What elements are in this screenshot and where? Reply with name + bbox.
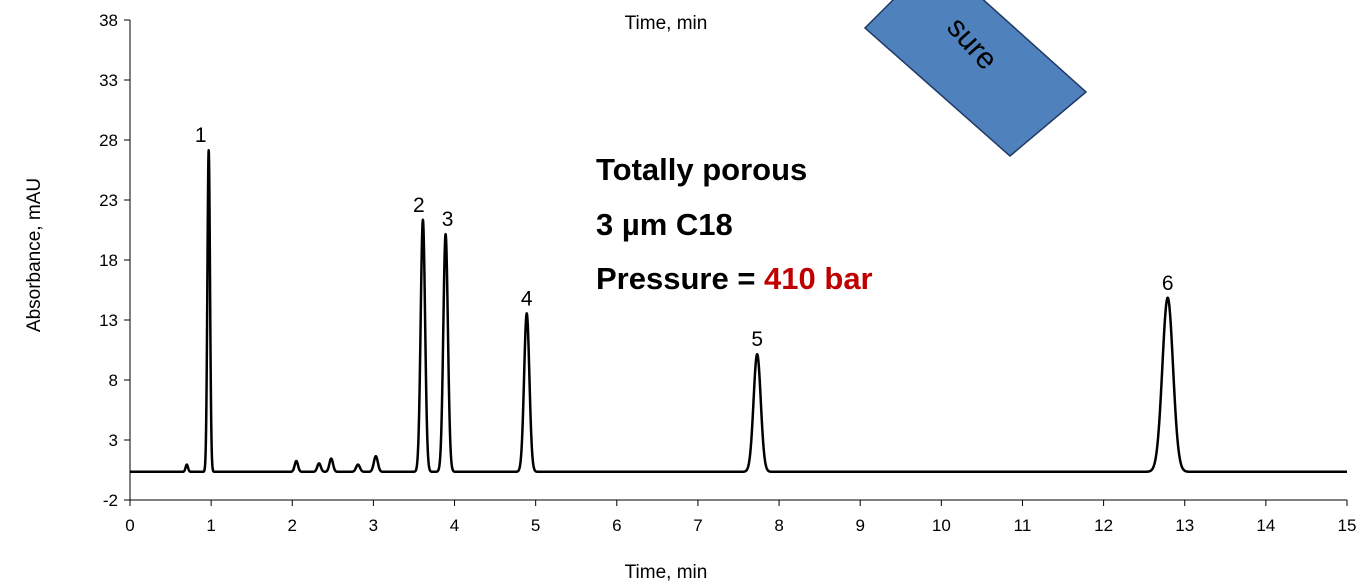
y-tick-label: 18 (99, 251, 118, 270)
pressure-prefix: Pressure = (596, 261, 764, 296)
x-tick-label: 0 (125, 516, 134, 535)
x-tick-label: 4 (450, 516, 459, 535)
x-tick-label: 3 (369, 516, 378, 535)
y-tick-label: 33 (99, 71, 118, 90)
x-tick-label: 8 (774, 516, 783, 535)
annotation-line-3: Pressure = 410 bar (596, 261, 873, 296)
y-tick-label: 13 (99, 311, 118, 330)
x-tick-label: 5 (531, 516, 540, 535)
chromatogram-trace (128, 148, 1349, 474)
banner-shape (863, 0, 1088, 157)
pressure-value: 410 bar (764, 261, 873, 296)
peak-label: 5 (751, 328, 763, 351)
y-axis-label: Absorbance, mAU (24, 178, 45, 332)
column-annotation: Totally porous 3 µm C18 Pressure = 410 b… (596, 152, 873, 296)
y-tick-label: 3 (109, 431, 118, 450)
x-tick-label: 11 (1014, 516, 1032, 535)
y-tick-label: 28 (99, 131, 118, 150)
peak-label: 6 (1162, 272, 1174, 295)
y-tick-label: -2 (103, 491, 118, 510)
y-tick-label: 23 (99, 191, 118, 210)
x-tick-label: 7 (693, 516, 702, 535)
top-axis-label: Time, min (625, 13, 708, 34)
x-tick-label: 12 (1094, 516, 1113, 535)
pressure-banner: sure (863, 0, 1088, 157)
annotation-line-1: Totally porous (596, 152, 807, 187)
x-tick-label: 10 (932, 516, 951, 535)
y-tick-label: 38 (99, 11, 118, 30)
x-tick-label: 14 (1256, 516, 1275, 535)
y-tick-label: 8 (109, 371, 118, 390)
annotation-line-2: 3 µm C18 (596, 207, 733, 242)
x-tick-label: 6 (612, 516, 621, 535)
peak-label: 4 (521, 287, 533, 310)
x-tick-label: 9 (855, 516, 864, 535)
x-tick-label: 2 (288, 516, 297, 535)
peak-label: 1 (195, 124, 207, 147)
x-axis-ticks: 0 1 2 3 4 5 6 7 8 9 10 11 12 13 14 15 (125, 500, 1356, 535)
x-tick-label: 15 (1338, 516, 1357, 535)
x-axis-label: Time, min (625, 562, 708, 583)
peak-label: 2 (413, 194, 425, 217)
x-tick-label: 13 (1175, 516, 1194, 535)
peak-label: 3 (442, 208, 454, 231)
x-tick-label: 1 (206, 516, 215, 535)
